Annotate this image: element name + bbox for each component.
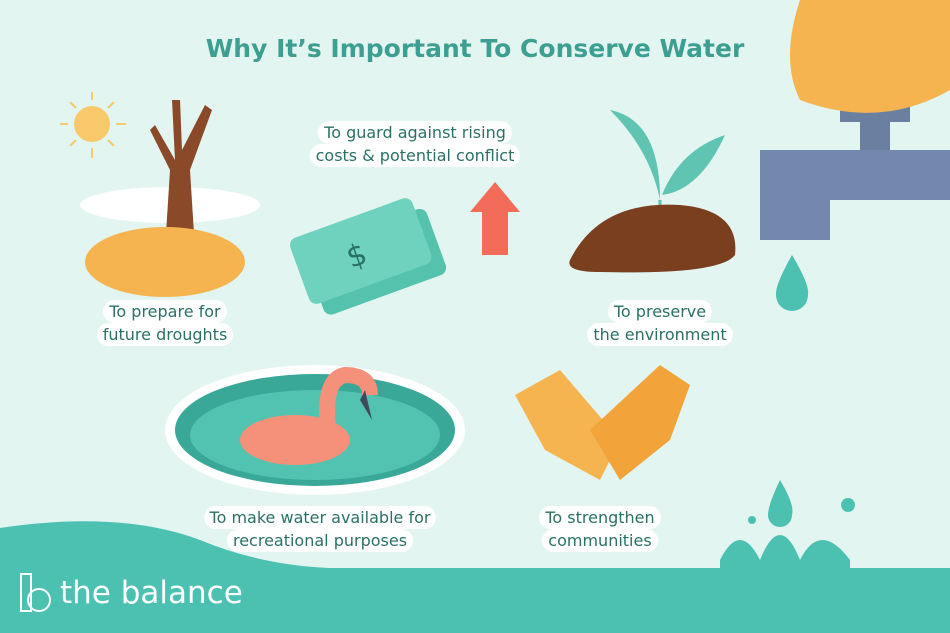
splash-icon [720,480,855,600]
sun-icon [60,92,126,158]
money-icon: $ [289,198,447,315]
reason-communities: To strengthen communities [520,506,680,552]
reason-environment: To preserve the environment [560,300,760,346]
reason-line: To guard against rising [318,121,512,144]
faucet-icon [760,0,950,240]
soil-icon [569,204,736,273]
reason-line: costs & potential conflict [309,144,521,167]
reason-recreation: To make water available for recreational … [180,506,460,552]
balance-logo-icon [20,573,51,612]
bottom-wave [0,521,950,633]
handshake-icon [515,365,690,480]
brand-logo: the balance [20,573,243,613]
brand-name: the balance [60,575,243,611]
reason-line: communities [542,529,658,552]
dead-tree-icon [150,100,212,250]
dry-ground-icon [85,227,245,297]
reason-line: future droughts [96,323,234,346]
reason-line: recreational purposes [226,529,414,552]
reason-line: To make water available for [203,506,437,529]
reason-line: To strengthen [539,506,661,529]
flamingo-float-icon [240,366,378,465]
reason-line: To prepare for [103,300,227,323]
plant-icon [610,110,725,215]
arrow-up-icon [470,182,520,255]
page-title: Why It’s Important To Conserve Water [205,34,745,63]
water-drop-icon [775,255,809,311]
reason-droughts: To prepare for future droughts [60,300,270,346]
reason-costs: To guard against rising costs & potential… [280,121,550,167]
reason-line: the environment [587,323,733,346]
reason-line: To preserve [607,300,713,323]
